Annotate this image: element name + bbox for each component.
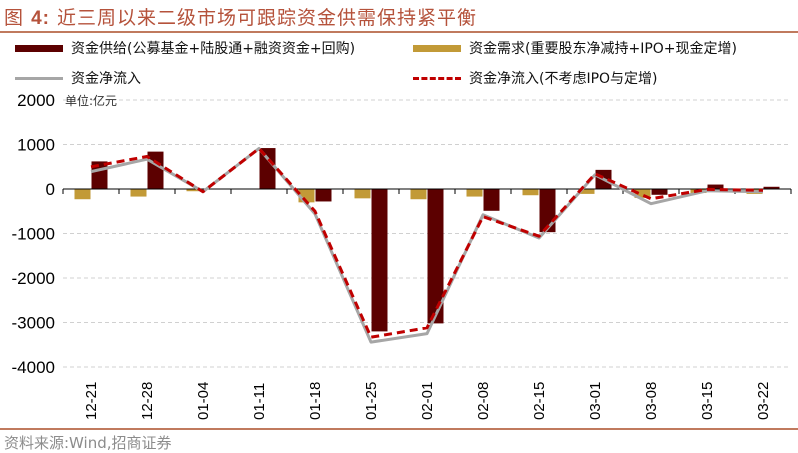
supply-bar [763, 186, 780, 189]
x-tick-label: 12-21 [83, 382, 100, 420]
demand-bar [130, 189, 147, 197]
net-inflow-ex-ipo-line [90, 147, 764, 339]
legend-swatch-demand [413, 44, 461, 52]
legend-label: 资金净流入 [71, 71, 141, 87]
legend-item-demand: 资金需求(重要股东净减持+IPO+现金定增) [413, 38, 737, 58]
supply-bar [539, 189, 556, 233]
demand-bar [466, 189, 483, 197]
supply-bar [371, 189, 388, 332]
y-tick-label: -3000 [12, 314, 55, 333]
legend-swatch-net-inflow [15, 76, 63, 80]
x-tick-label: 02-08 [475, 382, 492, 420]
supply-bar [651, 189, 668, 195]
chart-title: 图 4: 近三周以来二级市场可跟踪资金供需保持紧平衡 [4, 3, 477, 30]
title-prefix: 图 [4, 7, 25, 29]
y-tick-label: 1000 [17, 136, 55, 155]
demand-bar [578, 189, 595, 194]
legend-swatch-supply [15, 44, 63, 52]
demand-bar [634, 189, 651, 198]
legend-label: 资金净流入(不考虑IPO与定增) [469, 71, 658, 87]
x-tick-label: 01-04 [195, 382, 212, 420]
y-tick-label: 0 [46, 180, 55, 199]
demand-bar [354, 189, 371, 199]
source-note: 资料来源:Wind,招商证券 [4, 434, 172, 452]
legend-label: 资金供给(公募基金+陆股通+融资资金+回购) [71, 41, 356, 57]
x-tick-label: 12-28 [139, 382, 156, 420]
legend-item-net-inflow: 资金净流入 [15, 68, 141, 88]
x-tick-label: 03-22 [755, 382, 772, 420]
title-text: 近三周以来二级市场可跟踪资金供需保持紧平衡 [57, 7, 478, 29]
supply-bar [259, 148, 276, 189]
demand-bar [522, 189, 539, 196]
x-tick-label: 02-15 [531, 382, 548, 420]
legend-item-net-inflow-ex-ipo: 资金净流入(不考虑IPO与定增) [413, 68, 658, 88]
x-tick-label: 01-25 [363, 382, 380, 420]
supply-bar [707, 184, 724, 189]
y-tick-label: 2000 [17, 91, 55, 110]
x-tick-label: 01-18 [307, 382, 324, 420]
x-tick-label: 03-15 [699, 382, 716, 420]
x-tick-label: 03-08 [643, 382, 660, 420]
net-inflow-line [90, 147, 764, 344]
legend-item-supply: 资金供给(公募基金+陆股通+融资资金+回购) [15, 38, 355, 58]
legend-swatch-net-inflow-ex-ipo [413, 76, 461, 80]
x-tick-label: 03-01 [587, 382, 604, 420]
supply-bar [427, 189, 444, 324]
demand-bar [410, 189, 427, 200]
x-tick-label: 02-01 [419, 382, 436, 420]
supply-bar [315, 189, 332, 202]
unit-label: 单位:亿元 [65, 93, 117, 108]
legend-label: 资金需求(重要股东净减持+IPO+现金定增) [469, 41, 737, 57]
footer-divider [0, 428, 798, 430]
x-tick-label: 01-11 [251, 383, 268, 420]
demand-bar [74, 189, 91, 200]
y-tick-label: -1000 [12, 225, 55, 244]
demand-bar [186, 189, 203, 192]
y-tick-label: -4000 [12, 358, 55, 377]
supply-bar [483, 189, 500, 211]
title-number: 4: [31, 8, 50, 29]
y-tick-label: -2000 [12, 269, 55, 288]
title-divider [0, 31, 798, 33]
